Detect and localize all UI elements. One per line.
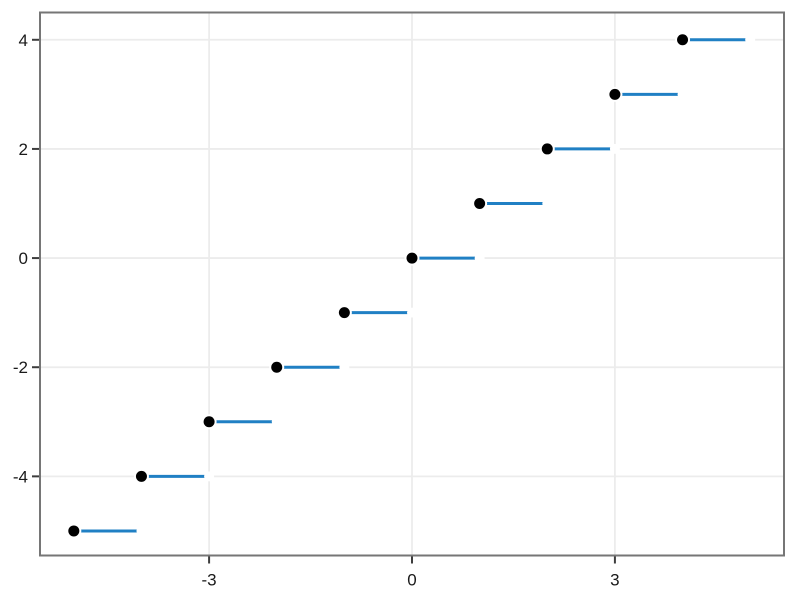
open-endpoint-marker bbox=[271, 416, 282, 427]
y-tick-label: -2 bbox=[13, 358, 28, 377]
y-tick-label: -4 bbox=[13, 467, 28, 486]
data-point-marker bbox=[609, 88, 621, 100]
open-points-layer bbox=[136, 34, 756, 536]
y-tick-label: 0 bbox=[19, 249, 28, 268]
open-endpoint-marker bbox=[136, 525, 147, 536]
data-point-marker bbox=[541, 143, 553, 155]
open-endpoint-marker bbox=[677, 89, 688, 100]
open-endpoint-marker bbox=[474, 253, 485, 264]
data-point-marker bbox=[338, 307, 350, 319]
data-point-marker bbox=[474, 198, 486, 210]
x-tick-label: -3 bbox=[202, 571, 217, 590]
data-point-marker bbox=[68, 525, 80, 537]
x-tick-label: 3 bbox=[610, 571, 619, 590]
x-tick-label: 0 bbox=[407, 571, 416, 590]
open-endpoint-marker bbox=[204, 471, 215, 482]
data-point-marker bbox=[135, 470, 147, 482]
open-endpoint-marker bbox=[542, 198, 553, 209]
open-endpoint-marker bbox=[339, 362, 350, 373]
data-point-marker bbox=[271, 361, 283, 373]
open-endpoint-marker bbox=[609, 143, 620, 154]
plot-frame bbox=[39, 11, 785, 557]
series-layer bbox=[73, 38, 751, 533]
data-point-marker bbox=[677, 34, 689, 46]
y-tick-label: 2 bbox=[19, 140, 28, 159]
data-point-marker bbox=[406, 252, 418, 264]
ticks-layer bbox=[32, 38, 616, 564]
y-tick-label: 4 bbox=[19, 31, 28, 50]
data-points-layer bbox=[66, 32, 691, 539]
open-endpoint-marker bbox=[745, 34, 756, 45]
data-point-marker bbox=[203, 416, 215, 428]
open-endpoint-marker bbox=[407, 307, 417, 318]
tick-labels-layer: -3 0 3 4 2 0 -2 -4 bbox=[13, 31, 620, 590]
